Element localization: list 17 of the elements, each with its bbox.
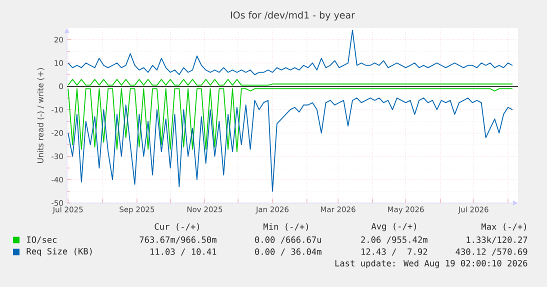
y-axis-title: Units read (-) / write (+) [37,68,44,163]
text: 763.67m/966.50m [140,236,216,244]
text: Avg (-/+) [371,222,416,232]
text: 2.06 /955.42m [361,236,428,244]
legend-label: Req Size (KB) [26,248,92,256]
text: 0.00 /666.67u [255,236,322,244]
text: Min (-/+) [264,223,308,231]
legend-label: IO/sec [27,236,57,244]
text: 1.33k/120.27 [466,236,528,244]
text: Last update: Wed Aug 19 02:00:10 2026 [335,260,528,268]
text: Max (-/+) [482,223,526,231]
text: 12.43 / 7.92 [362,248,428,256]
text: 0.00 / 36.04m [255,248,322,256]
text: 430.12 /570.69 [456,248,528,256]
chart-title: IOs for /dev/md1 - by year [230,11,355,20]
text: 11.03 / 10.41 [150,248,216,256]
text: Cur (-/+) [154,223,200,231]
